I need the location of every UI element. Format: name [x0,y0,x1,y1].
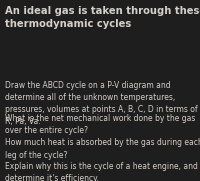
Text: Explain why this is the cycle of a heat engine, and
determine it's efficiency.: Explain why this is the cycle of a heat … [5,162,198,181]
Text: How much heat is absorbed by the gas during each
leg of the cycle?: How much heat is absorbed by the gas dur… [5,138,200,160]
Text: What is the net mechanical work done by the gas
over the entire cycle?: What is the net mechanical work done by … [5,114,195,135]
Text: Draw the ABCD cycle on a P-V diagram and
determine all of the unknown temperatur: Draw the ABCD cycle on a P-V diagram and… [5,81,200,126]
Text: An ideal gas is taken through these
thermodynamic cycles: An ideal gas is taken through these ther… [5,6,200,29]
